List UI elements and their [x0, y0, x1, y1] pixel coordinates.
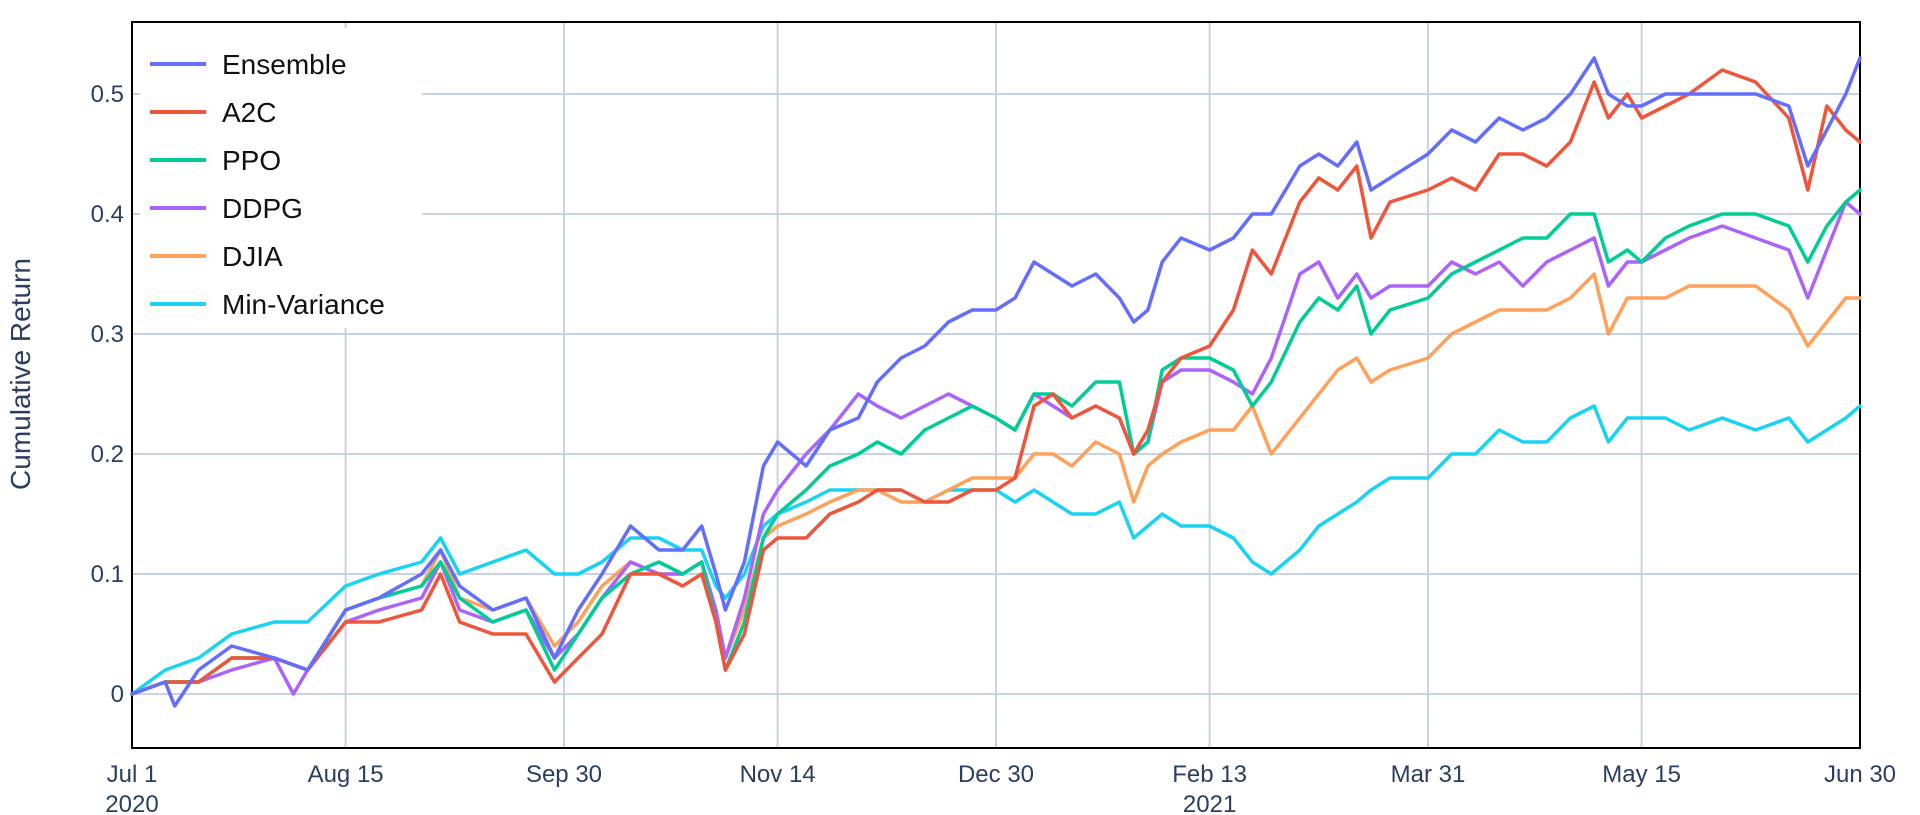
legend-label-ensemble: Ensemble	[222, 49, 347, 80]
legend-label-min-variance: Min-Variance	[222, 289, 385, 320]
x-tick-label-7: May 15	[1602, 761, 1681, 788]
legend-label-ddpg: DDPG	[222, 193, 303, 224]
x-tick-year-0: 2020	[105, 791, 158, 815]
legend-label-ppo: PPO	[222, 145, 281, 176]
series-line-min-variance	[130, 404, 1862, 696]
y-tick-label-3: 0.3	[91, 321, 124, 348]
x-tick-label-8: Jun 30	[1824, 761, 1896, 788]
y-tick-label-4: 0.4	[91, 201, 124, 228]
x-tick-label-6: Mar 31	[1391, 761, 1466, 788]
y-axis-title: Cumulative Return	[5, 258, 36, 490]
x-tick-label-0: Jul 1	[107, 761, 158, 788]
legend: Ensemble A2C PPO DDPG DJIA Min-Variance	[140, 28, 422, 328]
x-tick-label-2: Sep 30	[526, 761, 602, 788]
plot-frame	[131, 21, 1861, 749]
x-axis: Jul 1 2020 Aug 15 Sep 30 Nov 14 Dec 30 Feb 13 2…	[105, 761, 1896, 815]
x-tick-label-1: Aug 15	[308, 761, 384, 788]
legend-label-djia: DJIA	[222, 241, 283, 272]
x-tick-label-3: Nov 14	[740, 761, 816, 788]
series-line-ensemble	[130, 56, 1862, 708]
x-tick-year-5: 2021	[1183, 791, 1236, 815]
y-tick-label-0: 0	[111, 681, 124, 708]
x-tick-label-4: Dec 30	[958, 761, 1034, 788]
legend-background	[140, 28, 422, 328]
series-line-ppo	[130, 188, 1862, 696]
series-line-a2c	[130, 68, 1862, 696]
y-tick-label-5: 0.5	[91, 81, 124, 108]
y-axis: 0 0.1 0.2 0.3 0.4 0.5	[91, 81, 124, 708]
y-tick-label-1: 0.1	[91, 561, 124, 588]
x-tick-label-5: Feb 13	[1172, 761, 1247, 788]
y-tick-label-2: 0.2	[91, 441, 124, 468]
series-lines	[130, 56, 1862, 708]
legend-label-a2c: A2C	[222, 97, 276, 128]
